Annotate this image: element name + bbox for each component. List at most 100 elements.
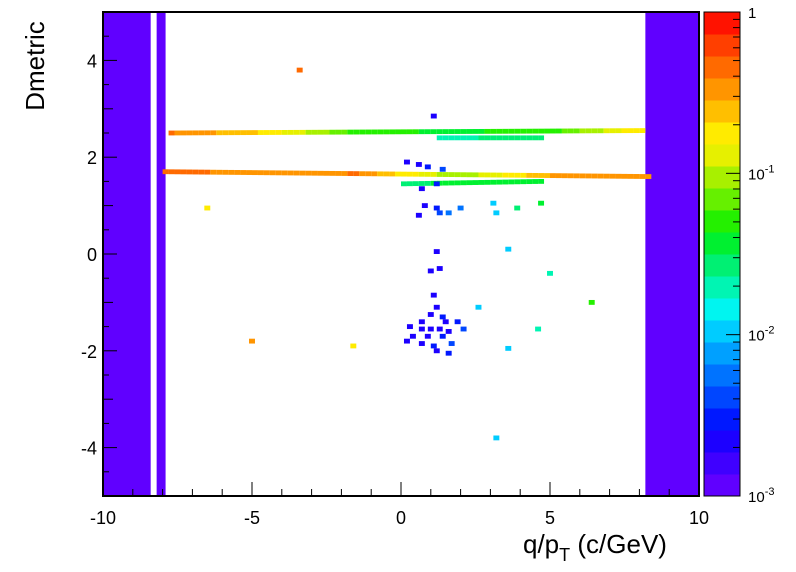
color-scale-swatch: [704, 386, 740, 409]
color-scale-swatch: [704, 408, 740, 431]
band-cell: [412, 171, 419, 177]
bin: [421, 203, 428, 209]
band-cell: [365, 171, 372, 177]
band-cell: [222, 169, 229, 175]
band-cell: [454, 135, 461, 141]
band-cell: [192, 169, 199, 175]
band-cell: [383, 171, 390, 177]
band-cell: [186, 130, 193, 136]
band-cell: [585, 173, 592, 179]
color-scale-swatch: [704, 232, 740, 255]
bin: [538, 200, 545, 206]
band-cell: [496, 135, 503, 141]
band-cell: [234, 130, 241, 136]
band-cell: [555, 173, 562, 179]
band-cell: [401, 129, 407, 135]
color-scale-swatch: [704, 254, 740, 277]
band-cell: [269, 130, 276, 135]
x-axis: -10 -5 0 5 10: [90, 482, 709, 528]
color-scale-swatch: [704, 78, 740, 101]
band-cell: [329, 129, 336, 135]
bin: [427, 268, 434, 274]
y-tick-label: 2: [87, 148, 97, 168]
band-cell: [412, 129, 419, 135]
color-scale-swatch: [704, 276, 740, 299]
y-axis: -4 -2 0 2 4: [81, 11, 117, 497]
band-cell: [335, 129, 342, 135]
band-cell: [532, 173, 539, 178]
band-cell: [484, 179, 491, 185]
bin: [535, 326, 542, 332]
color-scale-swatch: [704, 320, 740, 343]
band-cell: [514, 172, 521, 178]
band-cell: [585, 128, 592, 134]
band-cell: [311, 129, 318, 135]
bin: [505, 246, 512, 252]
band-cell: [293, 170, 300, 176]
band-cell: [281, 170, 288, 176]
band-cell: [168, 130, 175, 136]
band-cell: [424, 180, 431, 186]
bin: [493, 435, 500, 441]
band-cell: [544, 173, 550, 178]
band-cell: [460, 135, 467, 141]
z-tick-label: 10-2: [748, 325, 774, 345]
band-cell: [281, 129, 288, 135]
bin: [418, 186, 425, 192]
band-cell: [436, 172, 443, 177]
bin: [505, 345, 512, 351]
band-cell: [496, 128, 503, 134]
band-cell: [430, 129, 437, 135]
band-cell: [532, 135, 539, 141]
band-cell: [496, 172, 503, 178]
bin: [406, 324, 413, 330]
band-cell: [341, 171, 348, 176]
bin: [433, 181, 440, 187]
band-cell: [257, 170, 264, 176]
bin: [204, 205, 211, 211]
color-scale-swatch: [704, 100, 740, 123]
band-cell: [180, 130, 187, 136]
color-scale-swatch: [704, 474, 740, 497]
band-cell: [520, 135, 527, 141]
band-cell: [436, 135, 443, 141]
band-cell: [305, 170, 312, 176]
band-cell: [198, 169, 205, 175]
color-scale-swatch: [704, 364, 740, 387]
bin: [439, 333, 446, 339]
band-cell: [406, 129, 413, 135]
band-cell: [633, 128, 640, 134]
band-cell: [299, 129, 306, 135]
z-tick-label: 10-3: [748, 486, 774, 506]
band-cell: [603, 128, 610, 134]
band-cell: [520, 179, 527, 185]
y-tick-label: -4: [81, 439, 97, 459]
band-cell: [502, 179, 509, 185]
bin: [403, 338, 410, 344]
band-cell: [460, 180, 467, 186]
band-cell: [532, 179, 539, 184]
bin: [490, 200, 497, 206]
band-cell: [609, 128, 616, 134]
band-cell: [448, 129, 455, 134]
band-cell: [442, 172, 449, 177]
band-cell: [484, 135, 491, 141]
band-cell: [502, 128, 509, 134]
bin: [249, 338, 255, 344]
bin: [439, 166, 446, 172]
band-cell: [615, 173, 622, 179]
band-cell: [621, 173, 628, 179]
band-cell: [478, 172, 485, 178]
bin: [448, 341, 455, 346]
band-cell: [442, 129, 449, 135]
x-tick-label: -10: [90, 508, 116, 528]
bin: [445, 329, 452, 334]
band-cell: [591, 173, 598, 179]
color-scale-swatch: [704, 430, 740, 453]
region: [645, 12, 699, 496]
band-cell: [579, 173, 586, 179]
band-cell: [472, 135, 479, 141]
band-cell: [490, 135, 497, 141]
band-cell: [329, 170, 336, 176]
bin: [442, 319, 449, 325]
